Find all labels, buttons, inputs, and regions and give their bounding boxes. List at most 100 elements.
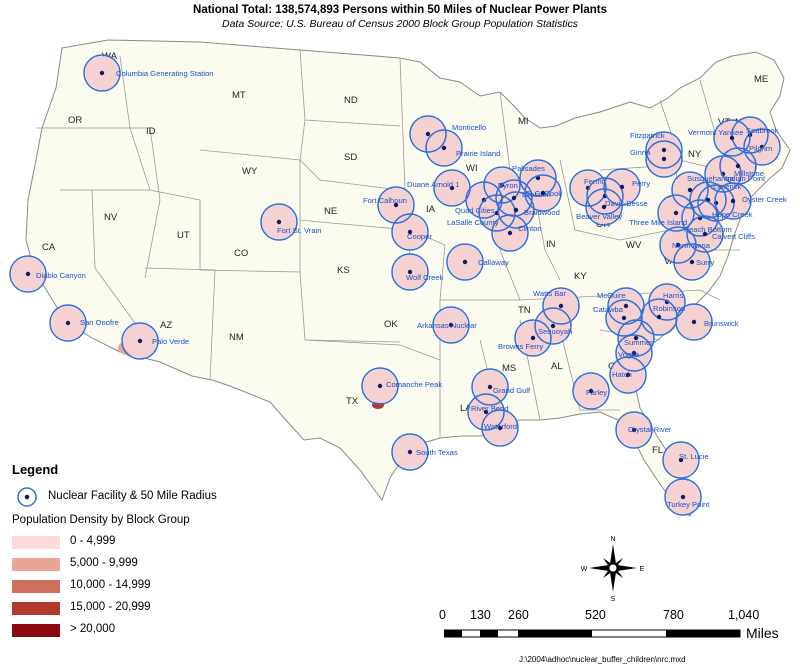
plant-label: Ginna: [630, 148, 651, 157]
plant-radius-ring: [675, 303, 713, 341]
state-label: NY: [688, 149, 702, 160]
plant-marker: Farley: [572, 372, 610, 410]
plant-label: Perry: [632, 179, 650, 188]
plant-location-dot: [730, 198, 736, 204]
plant-radius-ring: [491, 214, 529, 252]
plant-label: Monticello: [452, 123, 486, 132]
plant-marker: Fort Calhoun: [363, 186, 415, 224]
plant-radius-ring: [569, 169, 607, 207]
state-label: UT: [177, 230, 190, 241]
plant-label: Palisades: [512, 164, 545, 173]
plant-radius-ring: [572, 372, 610, 410]
plant-marker: Calvert Cliffs: [686, 215, 755, 253]
plant-location-dot: [661, 147, 667, 153]
plant-label: Sequoyah: [538, 327, 572, 336]
plant-marker: Summer: [617, 319, 655, 357]
plant-marker: Grand Gulf: [471, 368, 531, 406]
plant-radius-ring: [377, 186, 415, 224]
plant-radius-ring: [645, 140, 683, 178]
state-label: KY: [574, 271, 587, 282]
state-label: TN: [518, 305, 531, 316]
plant-radius-ring: [743, 128, 781, 166]
plant-label: Prairie Island: [456, 149, 500, 158]
scale-tick-label: 0: [439, 608, 446, 622]
plant-label: Peach Bottom: [684, 225, 732, 234]
plant-radius-ring: [681, 199, 719, 237]
plant-label: San Onofre: [80, 318, 119, 327]
plant-location-dot: [441, 145, 447, 151]
plant-label: Robinson: [653, 304, 685, 313]
legend-density-title: Population Density by Block Group: [12, 514, 190, 526]
plant-location-dot: [619, 184, 625, 190]
plant-label: D.C. Cook: [527, 189, 562, 198]
state-label: IA: [426, 204, 436, 215]
plant-radius-ring: [409, 115, 447, 153]
state-label: AZ: [160, 320, 172, 331]
plant-marker: Prairie Island: [425, 129, 500, 167]
plant-location-dot: [631, 427, 637, 433]
plant-location-dot: [625, 372, 631, 378]
plant-location-dot: [276, 219, 282, 225]
plant-radius-ring: [481, 409, 519, 447]
plant-label: Waterford: [484, 422, 517, 431]
plant-label: Byron: [498, 181, 518, 190]
plant-radius-ring: [662, 441, 700, 479]
plant-marker: St. Lucie: [662, 441, 709, 479]
plant-label: Wolf Creek: [406, 273, 444, 282]
plant-label: Beaver Valley: [576, 212, 622, 221]
scale-tick-label: 130: [470, 608, 491, 622]
plant-radius-ring: [361, 367, 399, 405]
plant-location-dot: [691, 319, 697, 325]
plant-label: Diablo Canyon: [36, 271, 86, 280]
plant-label: Browns Ferry: [498, 342, 543, 351]
plant-marker: Vogtle: [615, 334, 653, 372]
compass-east: E: [640, 566, 645, 573]
state-label: OK: [384, 319, 398, 330]
file-path: J:\2004\adhoc\nuclear_buffer_children\nr…: [519, 655, 686, 664]
plant-location-dot: [729, 135, 735, 141]
plant-marker: D.C. Cook: [524, 174, 562, 212]
plant-marker: Cooper: [391, 213, 432, 251]
plant-location-dot: [550, 323, 556, 329]
legend-facility-label: Nuclear Facility & 50 Mile Radius: [48, 490, 217, 502]
plant-label: Watts Bar: [533, 289, 567, 298]
plant-location-dot: [507, 230, 513, 236]
state-label: MI: [518, 116, 529, 127]
plant-radius-ring: [446, 243, 484, 281]
plant-label: Three Mile Island: [629, 218, 687, 227]
state-label: OR: [68, 115, 82, 126]
plant-location-dot: [487, 384, 493, 390]
plant-label: Cooper: [407, 232, 432, 241]
plant-label: Seabrook: [746, 126, 779, 135]
plant-radius-ring: [9, 255, 47, 293]
plant-location-dot: [393, 202, 399, 208]
legend-swatch: [12, 624, 60, 637]
plant-radius-ring: [686, 215, 724, 253]
plant-location-dot: [588, 388, 594, 394]
plant-radius-ring: [615, 334, 653, 372]
state-label: TX: [346, 396, 359, 407]
plant-marker: Vermont Yankee: [688, 119, 751, 157]
plant-label: Millstone: [734, 169, 764, 178]
plant-location-dot: [558, 303, 564, 309]
plant-label: Fitzpatrick: [630, 131, 665, 140]
plant-radius-ring: [664, 478, 702, 516]
plant-location-dot: [621, 315, 627, 321]
plant-label: LaSalle County: [447, 218, 499, 227]
plant-radius-ring: [519, 159, 557, 197]
plant-label: North Anna: [672, 241, 711, 250]
plant-location-dot: [687, 187, 693, 193]
plant-radius-ring: [432, 306, 470, 344]
plant-radius-ring: [697, 184, 735, 222]
plant-location-dot: [425, 131, 431, 137]
plant-radius-ring: [671, 171, 709, 209]
plant-location-dot: [65, 320, 71, 326]
plant-location-dot: [407, 449, 413, 455]
legend-swatch: [12, 602, 60, 615]
plant-label: Crystal River: [628, 425, 672, 434]
plant-radius-ring: [425, 129, 463, 167]
plant-marker: Crystal River: [615, 411, 672, 449]
plant-label: Davis-Besse: [605, 199, 648, 208]
state-label: WV: [626, 240, 642, 251]
state-label: KS: [337, 265, 350, 276]
